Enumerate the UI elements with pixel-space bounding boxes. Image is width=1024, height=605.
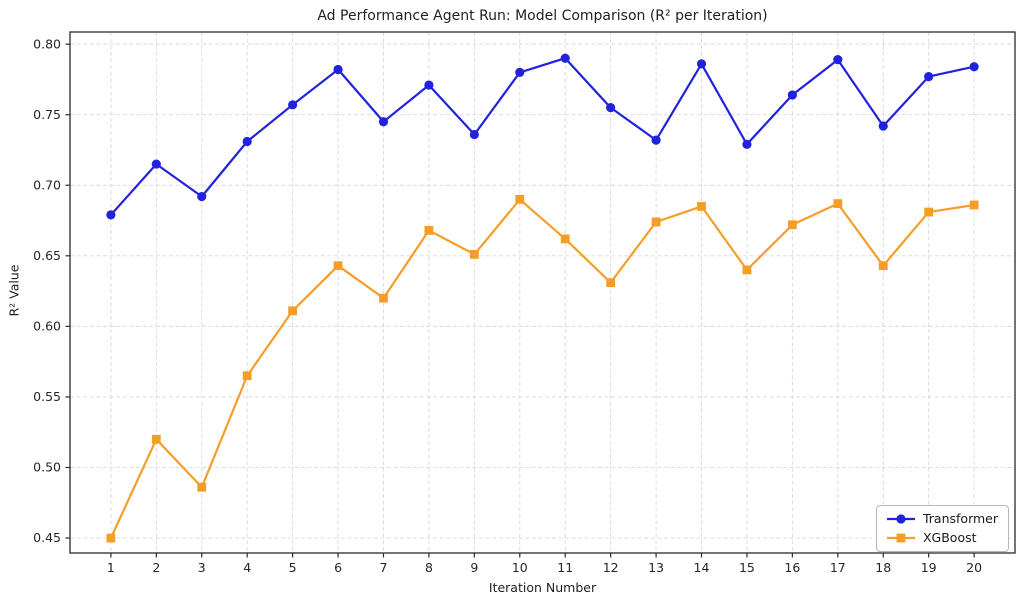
series-line-transformer xyxy=(109,57,976,216)
data-point-xgboost xyxy=(515,194,525,204)
legend-label: Transformer xyxy=(922,510,998,526)
data-point-transformer xyxy=(515,67,525,77)
x-tick-label: 19 xyxy=(921,560,937,575)
data-point-xgboost xyxy=(106,533,116,543)
x-tick-label: 10 xyxy=(512,560,528,575)
data-point-transformer xyxy=(606,103,616,113)
data-point-xgboost xyxy=(969,200,979,210)
x-tick-label: 11 xyxy=(557,560,573,575)
data-point-xgboost xyxy=(606,278,616,288)
y-tick-label: 0.45 xyxy=(33,530,61,545)
data-point-transformer xyxy=(288,100,298,110)
data-point-xgboost xyxy=(197,482,207,492)
y-axis-label: R² Value xyxy=(6,264,22,317)
data-point-xgboost xyxy=(333,261,343,271)
x-tick-label: 7 xyxy=(380,560,388,575)
data-point-transformer xyxy=(106,210,116,220)
data-point-xgboost xyxy=(242,371,252,381)
x-tick-label: 12 xyxy=(603,560,619,575)
y-tick-label: 0.75 xyxy=(33,107,61,122)
data-point-transformer xyxy=(878,121,888,131)
data-point-xgboost xyxy=(651,217,661,227)
x-tick-label: 15 xyxy=(739,560,755,575)
x-axis-label: Iteration Number xyxy=(488,580,597,595)
data-point-transformer xyxy=(333,64,343,75)
x-tick-label: 13 xyxy=(648,560,664,575)
x-tick-label: 14 xyxy=(694,560,710,575)
y-tick-label: 0.50 xyxy=(33,460,61,475)
x-tick-label: 16 xyxy=(784,560,800,575)
data-point-xgboost xyxy=(833,199,843,208)
data-point-transformer xyxy=(151,159,161,169)
series-line-xgboost xyxy=(109,198,976,540)
y-tick-label: 0.65 xyxy=(33,248,61,263)
data-point-transformer xyxy=(787,90,797,100)
x-tick-label: 5 xyxy=(289,560,297,575)
data-point-transformer xyxy=(469,129,479,140)
x-tick-label: 6 xyxy=(334,560,342,575)
x-tick-label: 4 xyxy=(243,560,251,575)
legend-item-xgboost: XGBoost xyxy=(886,531,998,545)
data-point-transformer xyxy=(696,59,707,69)
data-point-transformer xyxy=(197,191,207,202)
data-point-transformer xyxy=(924,71,934,82)
data-point-transformer xyxy=(242,136,252,147)
y-tick-label: 0.60 xyxy=(33,319,61,334)
data-point-xgboost xyxy=(151,434,161,444)
plot-border xyxy=(69,31,1016,554)
y-tick-label: 0.55 xyxy=(33,389,61,404)
data-point-xgboost xyxy=(878,261,888,271)
x-tick-label: 8 xyxy=(425,560,433,575)
data-point-xgboost xyxy=(288,306,298,316)
y-tick-label: 0.70 xyxy=(33,177,61,192)
data-point-transformer xyxy=(833,55,843,65)
data-point-transformer xyxy=(560,53,570,63)
x-tick-label: 1 xyxy=(107,560,115,575)
chart-title: Ad Performance Agent Run: Model Comparis… xyxy=(317,8,768,24)
data-point-transformer xyxy=(969,62,979,72)
x-tick-label: 18 xyxy=(875,560,891,575)
data-point-transformer xyxy=(651,135,661,145)
legend-label: XGBoost xyxy=(922,529,977,545)
x-tick-label: 9 xyxy=(470,560,478,575)
data-point-transformer xyxy=(742,139,752,149)
y-tick-label: 0.80 xyxy=(33,36,61,51)
x-tick-label: 2 xyxy=(152,560,160,575)
data-point-xgboost xyxy=(787,220,797,230)
data-point-xgboost xyxy=(697,202,706,211)
x-tick-label: 17 xyxy=(830,560,846,575)
data-point-xgboost xyxy=(379,293,388,303)
data-point-xgboost xyxy=(424,226,434,235)
legend: Transformer XGBoost xyxy=(875,505,1009,552)
x-tick-label: 3 xyxy=(198,560,206,575)
data-point-xgboost xyxy=(924,207,934,217)
data-point-xgboost xyxy=(560,234,570,244)
circle-marker-icon xyxy=(886,514,915,524)
data-point-xgboost xyxy=(742,265,752,275)
data-point-xgboost xyxy=(469,249,479,259)
data-point-transformer xyxy=(378,117,389,127)
x-tick-label: 20 xyxy=(966,560,982,575)
data-point-transformer xyxy=(424,80,434,90)
square-marker-icon xyxy=(886,533,915,543)
legend-item-transformer: Transformer xyxy=(886,512,998,526)
